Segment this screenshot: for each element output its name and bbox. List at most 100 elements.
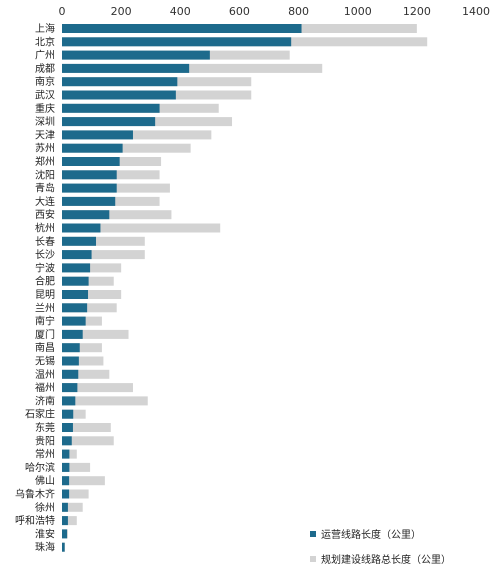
operating-bar (62, 316, 86, 326)
category-label: 重庆 (35, 102, 55, 115)
planned-bar (62, 143, 191, 153)
x-tick-label: 1400 (462, 5, 490, 18)
x-tick-label: 400 (170, 5, 191, 18)
operating-bar (62, 329, 83, 339)
category-label: 成都 (35, 63, 55, 75)
category-label: 昆明 (35, 289, 55, 301)
operating-bar (62, 90, 176, 100)
x-tick-label: 800 (288, 5, 309, 18)
category-label: 沈阳 (35, 168, 55, 181)
series-planned-bars (62, 24, 428, 552)
operating-bar (62, 130, 133, 140)
category-label: 大连 (35, 195, 55, 208)
legend-swatch-planned (310, 556, 316, 562)
category-label: 长沙 (35, 249, 55, 261)
planned-bar (62, 436, 114, 446)
planned-bar (62, 356, 104, 366)
legend-swatch-operating (310, 531, 316, 537)
operating-bar (62, 502, 68, 512)
category-label: 珠海 (35, 541, 55, 554)
planned-bar (62, 303, 117, 313)
category-label: 福州 (35, 381, 55, 394)
planned-bar (62, 502, 83, 512)
operating-bar (62, 276, 89, 286)
category-label: 兰州 (35, 301, 55, 314)
operating-bar (62, 462, 70, 472)
operating-bar (62, 63, 190, 73)
planned-bar (62, 210, 172, 220)
category-label: 石家庄 (25, 408, 55, 421)
category-label: 武汉 (35, 89, 55, 102)
planned-bar (62, 236, 145, 246)
category-label: 无锡 (35, 355, 55, 368)
category-label: 长春 (35, 236, 55, 248)
x-tick-label: 1000 (344, 5, 372, 18)
planned-bar (62, 396, 148, 406)
category-label: 天津 (35, 129, 55, 141)
operating-bar (62, 223, 101, 233)
legend: 运营线路长度（公里） 规划建设线路总长度（公里） (310, 528, 451, 566)
operating-bar (62, 476, 70, 486)
category-label: 上海 (35, 22, 55, 35)
category-label: 淮安 (35, 527, 55, 540)
category-label: 郑州 (35, 155, 55, 168)
x-tick-label: 200 (111, 5, 132, 18)
planned-bar (62, 476, 105, 486)
category-label: 呼和浩特 (15, 515, 55, 527)
category-label: 东莞 (35, 421, 55, 434)
operating-bar (62, 143, 123, 153)
category-label: 深圳 (35, 116, 55, 128)
operating-bar (62, 423, 73, 432)
category-label: 西安 (35, 208, 55, 221)
operating-bar (62, 117, 156, 127)
category-label: 广州 (35, 50, 55, 62)
category-label: 常州 (35, 448, 55, 461)
category-label: 青岛 (35, 182, 55, 195)
planned-bar (62, 290, 122, 299)
operating-bar (62, 24, 302, 33)
planned-bar (62, 343, 102, 353)
planned-bar (62, 516, 77, 526)
operating-bar (62, 383, 78, 393)
operating-bar (62, 356, 79, 366)
category-label: 合肥 (35, 275, 55, 288)
x-tick-label: 600 (229, 5, 250, 18)
operating-bar (62, 436, 72, 446)
category-label: 乌鲁木齐 (15, 488, 55, 501)
planned-bar (62, 223, 221, 233)
category-label: 北京 (35, 35, 55, 48)
category-label: 佛山 (35, 474, 55, 487)
series-operating-bars (62, 24, 302, 552)
category-label: 哈尔滨 (25, 461, 55, 474)
y-axis-categories: 上海北京广州成都南京武汉重庆深圳天津苏州郑州沈阳青岛大连西安杭州长春长沙宁波合肥… (15, 22, 55, 554)
operating-bar (62, 236, 97, 246)
planned-bar (62, 263, 122, 273)
operating-bar (62, 170, 117, 180)
operating-bar (62, 343, 80, 353)
category-label: 温州 (35, 369, 55, 381)
planned-bar (62, 423, 111, 432)
operating-bar (62, 449, 70, 459)
legend-label-planned: 规划建设线路总长度（公里） (321, 553, 451, 566)
category-label: 杭州 (35, 222, 55, 235)
planned-bar (62, 489, 89, 499)
category-label: 南宁 (35, 315, 55, 328)
operating-bar (62, 103, 160, 113)
operating-bar (62, 263, 91, 273)
planned-bar (62, 329, 129, 339)
planned-bar (62, 383, 133, 393)
category-label: 贵阳 (35, 434, 55, 447)
operating-bar (62, 50, 210, 60)
category-label: 南昌 (35, 341, 55, 354)
planned-bar (62, 369, 110, 379)
planned-bar (62, 409, 86, 419)
category-label: 宁波 (35, 261, 55, 274)
operating-bar (62, 210, 110, 220)
operating-bar (62, 196, 116, 206)
operating-bar (62, 529, 68, 539)
operating-bar (62, 250, 92, 260)
legend-label-operating: 运营线路长度（公里） (321, 528, 421, 541)
operating-bar (62, 489, 70, 499)
operating-bar (62, 396, 76, 406)
